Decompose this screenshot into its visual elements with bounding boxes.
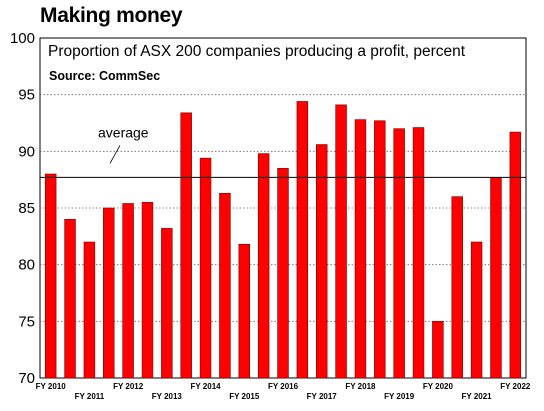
bar: [122, 203, 134, 379]
y-tick-label: 80: [18, 257, 35, 274]
bar: [451, 196, 463, 379]
y-tick-label: 90: [18, 143, 35, 160]
bar: [238, 243, 251, 379]
bar: [277, 168, 289, 379]
y-tick-label: 85: [18, 200, 35, 217]
bar: [257, 153, 270, 379]
y-axis: 70 75 80 85 90 95 100: [10, 30, 35, 387]
x-tick-label: FY 2016: [268, 382, 299, 391]
bar: [432, 321, 444, 379]
x-tick-label: FY 2012: [113, 382, 144, 391]
x-tick-label: FY 2020: [423, 382, 454, 391]
x-tick-label: FY 2022: [500, 382, 531, 391]
average-pointer: [109, 145, 121, 164]
x-tick-label: FY 2018: [345, 382, 376, 391]
x-tick-label: FY 2015: [229, 392, 260, 401]
bar: [180, 112, 192, 379]
y-tick-label: 100: [10, 30, 35, 47]
x-tick-label: FY 2021: [462, 392, 493, 401]
chart-title: Making money: [40, 4, 183, 27]
bar: [199, 157, 212, 379]
bar: [374, 120, 386, 379]
bar: [141, 202, 154, 379]
x-tick-label: FY 2013: [152, 392, 183, 401]
bar: [335, 104, 347, 379]
bar: [44, 173, 57, 379]
x-tick-label: FY 2010: [36, 382, 67, 391]
bar: [354, 119, 367, 379]
bar: [296, 101, 309, 379]
y-tick-label: 95: [18, 87, 35, 104]
average-label: average: [98, 124, 149, 140]
bar: [470, 241, 483, 379]
x-tick-label: FY 2011: [75, 392, 105, 401]
bar: [219, 192, 231, 379]
chart-subtitle: Proportion of ASX 200 companies producin…: [48, 43, 466, 60]
bar: [412, 127, 425, 379]
bar: [161, 228, 173, 379]
bar: [490, 177, 502, 379]
x-tick-label: FY 2019: [384, 392, 415, 401]
bar: [64, 219, 76, 379]
bar: [315, 144, 328, 379]
bar: [103, 207, 115, 379]
bar: [83, 241, 96, 379]
x-tick-label: FY 2017: [307, 392, 338, 401]
x-tick-label: FY 2014: [191, 382, 222, 391]
bar: [393, 128, 405, 379]
bar: [509, 131, 522, 379]
y-tick-label: 75: [18, 313, 35, 330]
chart-source: Source: CommSec: [49, 69, 160, 83]
x-axis: FY 2010 FY 2011 FY 2012 FY 2013 FY 2014 FY 20…: [36, 382, 531, 401]
y-tick-label: 70: [18, 370, 35, 387]
bars: [44, 101, 522, 379]
